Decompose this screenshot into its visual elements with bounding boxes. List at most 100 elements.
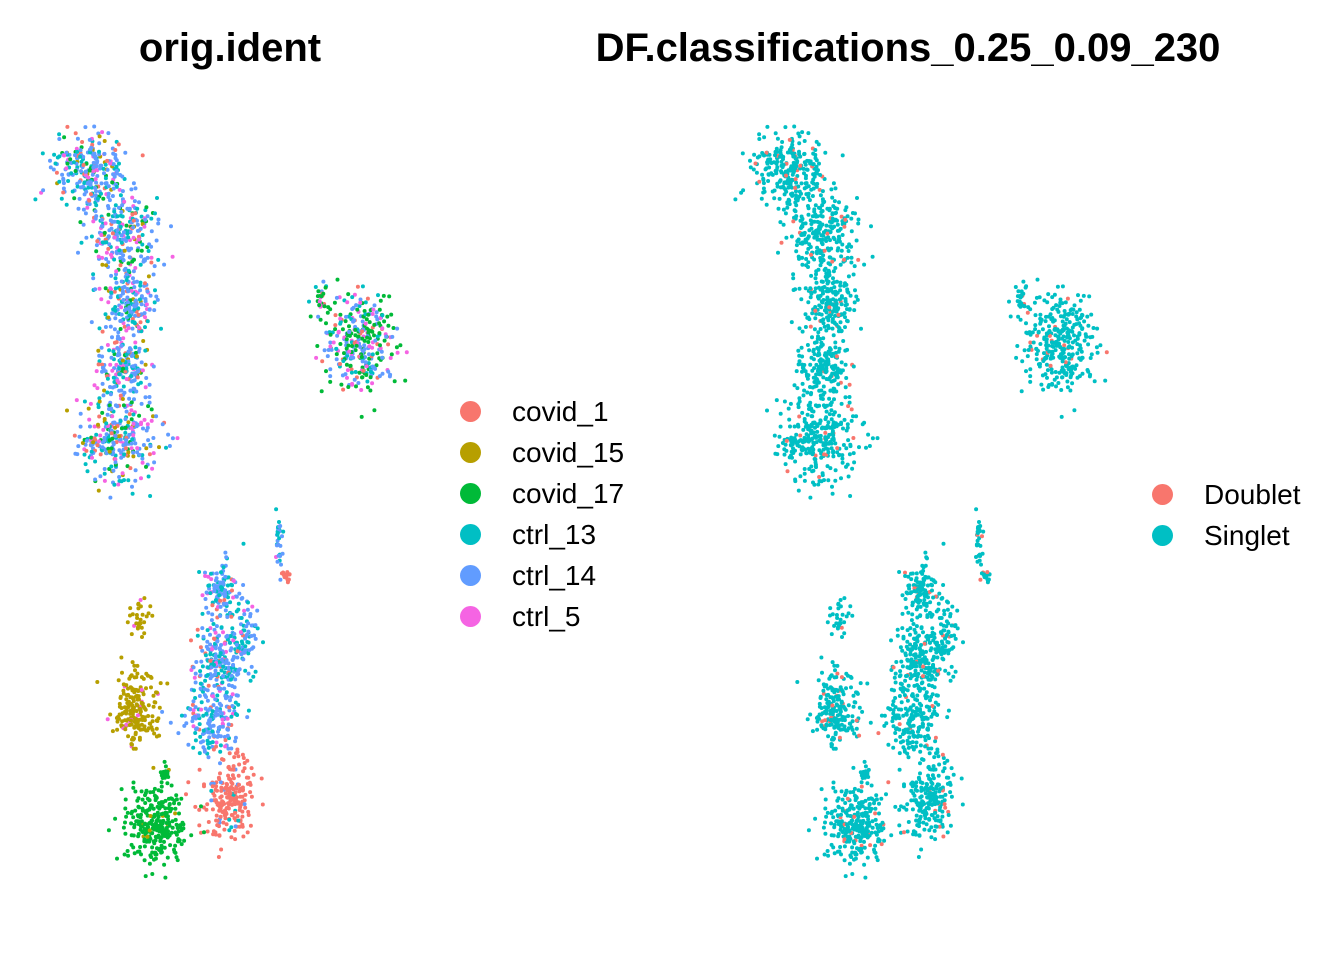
legend-item-covid-15: covid_15 bbox=[460, 432, 670, 473]
cell-point bbox=[212, 586, 217, 591]
legend-item-ctrl-14: ctrl_14 bbox=[460, 555, 670, 596]
singlet-point bbox=[791, 272, 796, 277]
singlet-point bbox=[839, 254, 844, 259]
cell-point bbox=[162, 862, 167, 867]
cell-point bbox=[61, 176, 66, 181]
cell-point bbox=[77, 434, 82, 439]
singlet-point bbox=[859, 326, 863, 331]
singlet-point bbox=[1015, 344, 1020, 348]
cell-point bbox=[148, 814, 153, 818]
cell-point bbox=[117, 712, 122, 717]
cell-point bbox=[363, 300, 368, 305]
singlet-point bbox=[852, 264, 857, 269]
cell-point bbox=[124, 722, 129, 727]
cell-point bbox=[342, 351, 346, 356]
singlet-point bbox=[817, 336, 822, 341]
cell-point bbox=[218, 614, 223, 618]
cell-point bbox=[122, 285, 127, 289]
singlet-point bbox=[911, 733, 916, 738]
doublet-point bbox=[813, 308, 818, 313]
singlet-point bbox=[831, 181, 836, 186]
cell-point bbox=[127, 255, 132, 260]
cell-point bbox=[355, 307, 360, 312]
singlet-point bbox=[917, 593, 922, 598]
cell-point bbox=[129, 354, 134, 358]
cell-point bbox=[140, 460, 145, 465]
cell-point bbox=[347, 329, 352, 334]
cell-point bbox=[100, 130, 105, 135]
singlet-point bbox=[800, 130, 805, 135]
singlet-point bbox=[824, 328, 829, 333]
singlet-point bbox=[1039, 382, 1044, 387]
cell-point bbox=[135, 228, 140, 233]
singlet-point bbox=[1052, 377, 1057, 382]
cell-point bbox=[124, 278, 129, 283]
singlet-point bbox=[843, 315, 847, 320]
singlet-point bbox=[761, 190, 766, 195]
cell-point bbox=[100, 362, 105, 367]
cell-point bbox=[128, 388, 133, 393]
cell-point bbox=[228, 698, 232, 703]
doublet-point bbox=[793, 186, 798, 190]
cell-point bbox=[97, 326, 102, 331]
cell-point bbox=[113, 453, 118, 458]
cell-point bbox=[97, 399, 102, 404]
singlet-point bbox=[1021, 279, 1026, 284]
singlet-point bbox=[927, 705, 932, 710]
singlet-point bbox=[917, 633, 921, 638]
singlet-point bbox=[799, 181, 804, 186]
singlet-point bbox=[930, 588, 934, 593]
cell-point bbox=[362, 338, 367, 343]
cell-point bbox=[174, 832, 179, 837]
cell-point bbox=[110, 729, 115, 734]
singlet-point bbox=[1082, 319, 1087, 324]
cell-point bbox=[206, 755, 211, 760]
singlet-point bbox=[908, 642, 913, 647]
cell-point bbox=[388, 372, 393, 377]
singlet-point bbox=[824, 409, 829, 414]
cell-point bbox=[88, 150, 92, 155]
cell-point bbox=[199, 707, 204, 712]
singlet-point bbox=[808, 161, 813, 166]
cell-point bbox=[243, 668, 248, 673]
singlet-point bbox=[796, 348, 801, 353]
cell-point bbox=[97, 359, 102, 364]
cell-point bbox=[62, 135, 67, 140]
cell-point bbox=[117, 220, 122, 225]
cell-point bbox=[139, 312, 144, 317]
cell-point bbox=[157, 806, 162, 811]
cell-point bbox=[133, 808, 138, 813]
cell-point bbox=[197, 694, 202, 698]
singlet-point bbox=[913, 598, 918, 603]
singlet-point bbox=[845, 214, 850, 219]
singlet-point bbox=[895, 627, 900, 632]
cell-point bbox=[220, 802, 225, 807]
cell-point bbox=[224, 555, 229, 560]
singlet-point bbox=[799, 217, 804, 222]
singlet-point bbox=[831, 225, 836, 230]
singlet-point bbox=[893, 738, 898, 743]
singlet-point bbox=[805, 167, 810, 172]
cell-point bbox=[96, 254, 101, 259]
cell-point bbox=[132, 825, 137, 830]
singlet-point bbox=[814, 440, 819, 445]
singlet-point bbox=[870, 436, 875, 441]
cell-point bbox=[208, 626, 213, 631]
cell-point bbox=[99, 297, 104, 302]
doublet-point bbox=[779, 240, 784, 245]
singlet-point bbox=[910, 647, 915, 652]
singlet-point bbox=[838, 280, 843, 285]
cell-point bbox=[197, 807, 202, 812]
cell-point bbox=[191, 708, 196, 713]
singlet-point bbox=[918, 761, 922, 766]
cell-point bbox=[386, 342, 391, 347]
cell-point bbox=[152, 786, 157, 791]
singlet-point bbox=[807, 228, 812, 233]
singlet-point bbox=[781, 207, 786, 212]
cell-point bbox=[395, 326, 400, 331]
cell-point bbox=[130, 326, 135, 331]
singlet-point bbox=[840, 242, 845, 247]
singlet-point bbox=[1052, 292, 1057, 297]
cell-point bbox=[128, 466, 133, 471]
cell-point bbox=[366, 312, 371, 317]
